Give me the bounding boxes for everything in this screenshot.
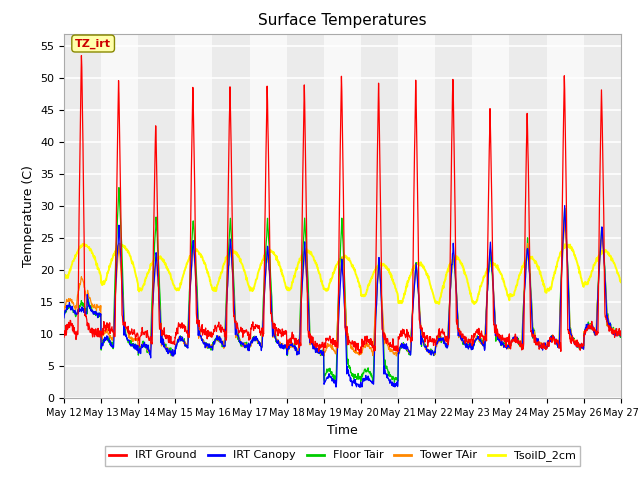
Bar xyxy=(547,34,584,398)
Bar xyxy=(361,34,398,398)
Bar xyxy=(138,34,175,398)
Legend: IRT Ground, IRT Canopy, Floor Tair, Tower TAir, TsoilD_2cm: IRT Ground, IRT Canopy, Floor Tair, Towe… xyxy=(105,446,580,466)
Text: TZ_irt: TZ_irt xyxy=(75,38,111,48)
Bar xyxy=(250,34,287,398)
Bar xyxy=(584,34,621,398)
Bar xyxy=(324,34,361,398)
X-axis label: Time: Time xyxy=(327,424,358,437)
Title: Surface Temperatures: Surface Temperatures xyxy=(258,13,427,28)
Bar xyxy=(175,34,212,398)
Bar xyxy=(212,34,250,398)
Bar xyxy=(101,34,138,398)
Bar xyxy=(287,34,324,398)
Y-axis label: Temperature (C): Temperature (C) xyxy=(22,165,35,267)
Bar xyxy=(472,34,509,398)
Bar xyxy=(398,34,435,398)
Bar xyxy=(64,34,101,398)
Bar xyxy=(435,34,472,398)
Bar xyxy=(509,34,547,398)
